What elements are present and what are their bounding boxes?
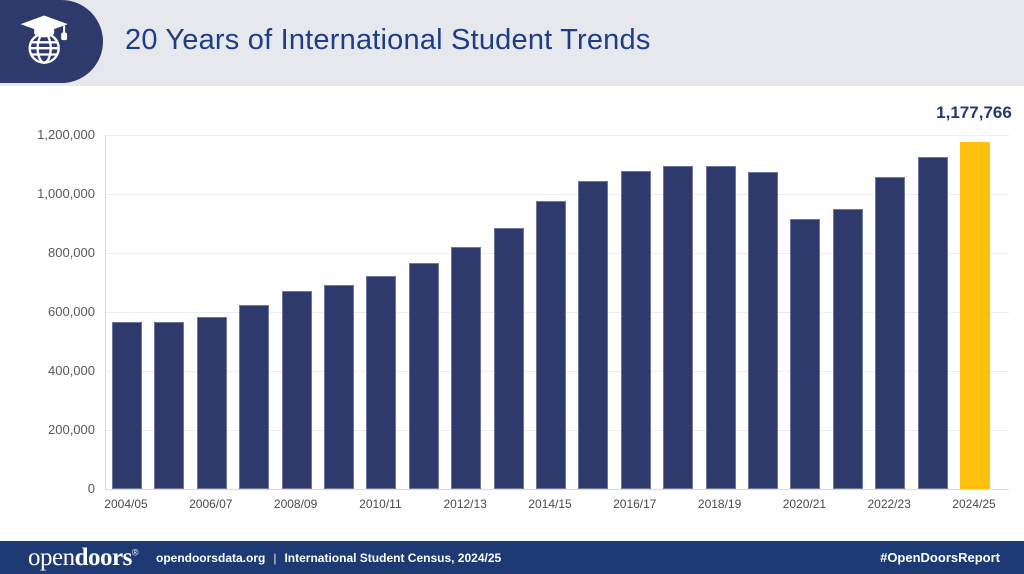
footer-census: International Student Census, 2024/25	[284, 550, 502, 565]
logo-text-doors: doors	[74, 544, 133, 571]
x-tick-label: 2006/07	[189, 497, 233, 511]
y-tick-label: 200,000	[48, 422, 95, 437]
x-tick-label: 2018/19	[697, 497, 742, 511]
footer-divider: |	[273, 550, 277, 565]
bar-2013-14	[493, 227, 524, 489]
bar-2016-17	[620, 170, 651, 489]
bar-2024-25	[960, 141, 990, 489]
y-tick-label: 400,000	[48, 363, 95, 378]
bar-2015-16	[578, 181, 609, 489]
footer-site: opendoorsdata.org	[155, 550, 266, 565]
bar-2010-11	[366, 275, 397, 489]
x-tick-label: 2014/15	[528, 497, 572, 511]
bar-2005-06	[154, 322, 185, 489]
x-tick-label: 2010/11	[359, 497, 402, 511]
highlight-value-label: 1,177,766	[936, 103, 1012, 122]
bar-2008-09	[281, 290, 312, 489]
x-tick-label: 2024/25	[952, 497, 996, 511]
bar-2006-07	[196, 317, 227, 489]
x-tick-label: 2016/17	[613, 497, 657, 511]
bar-2012-13	[451, 247, 482, 489]
y-tick-label: 800,000	[48, 245, 95, 260]
registered-mark-icon: ®	[131, 547, 139, 558]
bar-2017-18	[663, 166, 694, 489]
bar-2009-10	[324, 285, 354, 489]
logo-badge	[0, 0, 103, 83]
footer-hashtag: #OpenDoorsReport	[880, 550, 1000, 565]
bar-2014-15	[536, 201, 566, 489]
plot-area	[105, 135, 1009, 490]
header-band: 20 Years of International Student Trends	[0, 0, 1024, 86]
y-tick-label: 1,000,000	[37, 186, 95, 201]
x-tick-label: 2020/21	[782, 497, 827, 511]
bar-2023-24	[917, 156, 948, 489]
x-tick-label: 2004/05	[104, 497, 148, 511]
page-title: 20 Years of International Student Trends	[125, 24, 651, 56]
footer-source-text: opendoorsdata.org | International Student …	[156, 551, 501, 565]
footer-bar: opendoors® opendoorsdata.org | Internation…	[0, 541, 1024, 574]
gridline	[106, 135, 1009, 136]
y-tick-label: 1,200,000	[37, 127, 95, 142]
logo-text-open: open	[28, 544, 75, 571]
x-tick-label: 2012/13	[443, 497, 487, 511]
y-tick-label: 600,000	[48, 304, 95, 319]
bar-2020-21	[790, 219, 821, 489]
opendoors-logo: opendoors®	[28, 545, 138, 570]
bar-2011-12	[408, 263, 439, 489]
x-tick-label: 2022/23	[867, 497, 911, 511]
bar-2007-08	[239, 304, 270, 489]
x-tick-label: 2008/09	[273, 497, 318, 511]
bar-2021-22	[832, 209, 863, 489]
bar-2022-23	[875, 177, 906, 489]
bar-2004-05	[112, 322, 142, 489]
bar-2019-20	[748, 171, 778, 489]
y-tick-label: 0	[87, 481, 95, 496]
bar-2018-19	[705, 165, 736, 489]
gridline	[106, 194, 1009, 195]
